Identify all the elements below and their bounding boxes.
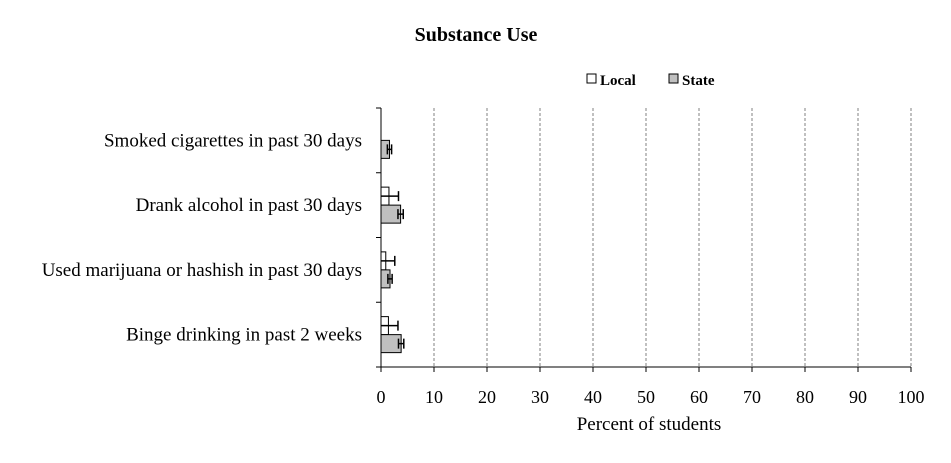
legend-label-local: Local [600, 73, 636, 89]
x-tick-label-40: 40 [584, 387, 602, 407]
error-bar-state-0 [386, 144, 393, 155]
legend-swatch-local [586, 73, 597, 84]
x-tick-label-30: 30 [531, 387, 549, 407]
category-label-3: Binge drinking in past 2 weeks [126, 325, 362, 346]
x-tick-label-80: 80 [796, 387, 814, 407]
x-tick-label-50: 50 [637, 387, 655, 407]
error-bar-local-2 [381, 255, 396, 266]
error-bar-state-1 [397, 209, 405, 220]
error-bar-local-1 [381, 191, 400, 202]
category-labels: Smoked cigarettes in past 30 days Drank a… [42, 130, 362, 345]
category-label-2: Used marijuana or hashish in past 30 day… [42, 260, 362, 281]
x-tick-label-100: 100 [898, 387, 925, 407]
bars [380, 139, 405, 354]
category-label-0: Smoked cigarettes in past 30 days [104, 130, 362, 151]
x-axis-title: Percent of students [577, 414, 722, 435]
chart-title: Substance Use [415, 24, 538, 46]
x-tick-label-70: 70 [743, 387, 761, 407]
error-bar-state-2 [387, 273, 393, 284]
legend-swatch-state [668, 73, 679, 84]
x-tick-label-0: 0 [377, 387, 386, 407]
x-tick-label-20: 20 [478, 387, 496, 407]
category-label-1: Drank alcohol in past 30 days [136, 195, 362, 216]
error-bar-local-3 [381, 320, 399, 331]
legend: Local State [586, 73, 715, 89]
axes [376, 107, 912, 372]
gridlines [433, 108, 912, 367]
x-tick-label-10: 10 [425, 387, 443, 407]
error-bar-state-3 [397, 338, 405, 349]
x-tick-label-90: 90 [849, 387, 867, 407]
tick-labels: 0 10 20 30 40 50 60 70 80 90 100 [377, 387, 925, 407]
x-tick-label-60: 60 [690, 387, 708, 407]
legend-label-state: State [682, 73, 715, 89]
